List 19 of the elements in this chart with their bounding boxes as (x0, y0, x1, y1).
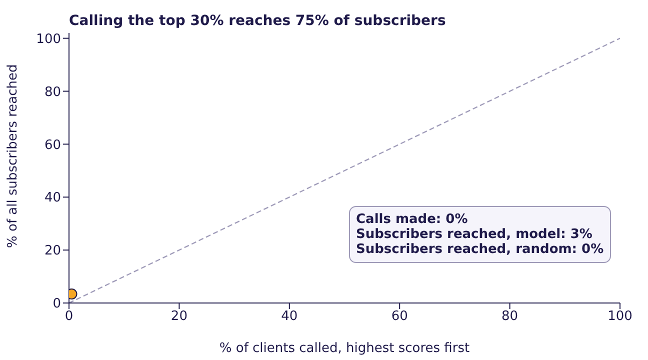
annotation: Subscribers reached, model: 3% (356, 227, 594, 242)
y-tick-label: 40 (44, 190, 61, 206)
x-tick-label: 100 (608, 309, 632, 324)
y-tick-label: 20 (44, 244, 61, 259)
x-axis-title: % of clients called, highest scores first (219, 341, 470, 356)
y-tick-label: 60 (44, 138, 61, 153)
x-tick-label: 80 (502, 309, 518, 324)
annotation: Subscribers reached, random: 0% (356, 242, 604, 257)
chart-title: Calling the top 30% reaches 75% of subscribers (69, 13, 446, 29)
x-tick-label: 60 (391, 309, 408, 324)
annotation: Calls made: 0% (356, 212, 469, 227)
note-box: Calls made: 0% Subscribers reached, model: 3% Subscribers reached, random: 0% (349, 206, 611, 263)
y-axis-title: % of all subscribers reached (6, 64, 21, 248)
x-tick-label: 0 (64, 309, 74, 324)
y-tick-label: 100 (36, 32, 61, 47)
y-tick-label: 0 (52, 296, 61, 312)
y-tick-label: 80 (44, 84, 61, 100)
x-tick-label: 40 (281, 309, 298, 324)
x-tick-label: 20 (170, 309, 188, 324)
